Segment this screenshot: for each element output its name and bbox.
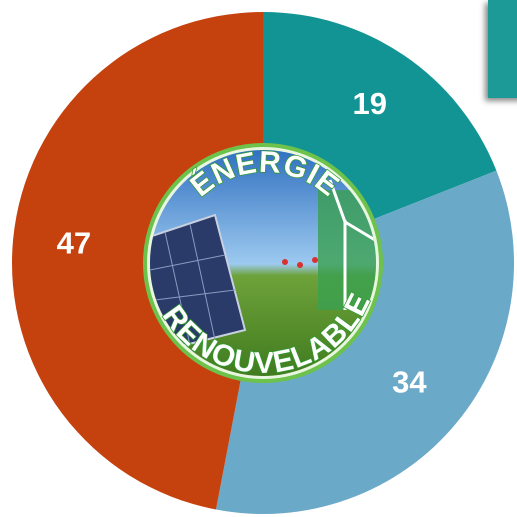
data-label: 34: [392, 364, 427, 399]
chart: ÉNERGIE RENOUVELABLE 193447: [0, 0, 517, 517]
data-label: 47: [57, 225, 91, 260]
legend-box: [488, 0, 517, 98]
data-label: 19: [353, 86, 387, 121]
